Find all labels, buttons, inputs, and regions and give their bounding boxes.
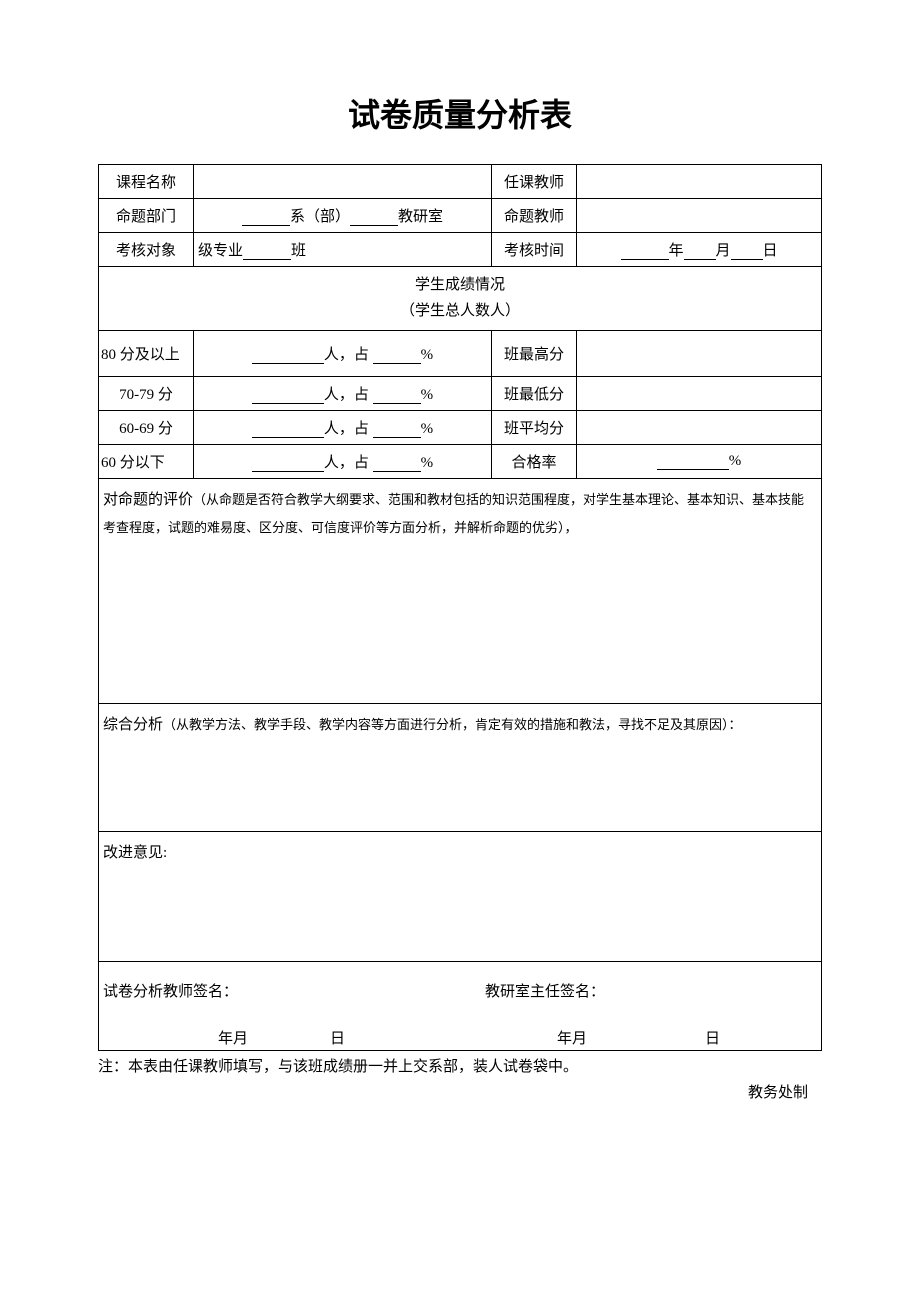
field-pass-rate[interactable]: %	[577, 445, 822, 479]
field-teacher[interactable]	[577, 165, 822, 199]
text-ren-2: 人，占	[324, 421, 369, 437]
text-ren-1: 人，占	[324, 387, 369, 403]
text-pct-0: %	[421, 347, 434, 363]
section-header-scores: 学生成绩情况 （学生总人数人）	[99, 267, 822, 331]
text-ym-right: 年月	[557, 1031, 587, 1047]
text-ren-0: 人，占	[324, 347, 369, 363]
text-d-right: 日	[705, 1031, 720, 1047]
page-title: 试卷质量分析表	[98, 90, 822, 136]
text-class: 班	[291, 243, 306, 259]
sign-left-label: 试卷分析教师签名：	[103, 980, 435, 1001]
label-score-70: 70-79 分	[99, 377, 194, 411]
field-avg-score[interactable]	[577, 411, 822, 445]
field-subject[interactable]: 级专业 班	[194, 233, 492, 267]
text-d-left: 日	[330, 1031, 345, 1047]
field-score-70[interactable]: 人，占 %	[194, 377, 492, 411]
eval-heading: 对命题的评价	[103, 492, 193, 508]
text-year: 年	[669, 243, 684, 259]
footnote-attrib: 教务处制	[98, 1081, 822, 1107]
field-min-score[interactable]	[577, 377, 822, 411]
label-min-score: 班最低分	[492, 377, 577, 411]
field-course-name[interactable]	[194, 165, 492, 199]
label-pass-rate: 合格率	[492, 445, 577, 479]
text-pct-2: %	[421, 421, 434, 437]
label-score-60: 60-69 分	[99, 411, 194, 445]
text-total-suffix: 人）	[490, 303, 520, 319]
text-ren-3: 人，占	[324, 455, 369, 471]
text-jiaoyanshi: 教研室	[398, 209, 443, 225]
footnote: 注：本表由任课教师填写，与该班成绩册一并上交系部，装人试卷袋中。 教务处制	[98, 1055, 822, 1106]
field-exam-time[interactable]: 年月日	[577, 233, 822, 267]
text-score-situation: 学生成绩情况	[415, 277, 505, 293]
label-course-name: 课程名称	[99, 165, 194, 199]
form-table: 课程名称 任课教师 命题部门 系（部） 教研室 命题教师 考核对象 级专业 班 考核…	[98, 164, 822, 1051]
text-total-prefix: （学生总人数	[400, 303, 490, 319]
label-dept: 命题部门	[99, 199, 194, 233]
text-day: 日	[763, 243, 778, 259]
eval-box[interactable]: 对命题的评价（从命题是否符合教学大纲要求、范围和教材包括的知识范围程度，对学生基…	[99, 479, 822, 704]
text-month: 月	[716, 243, 731, 259]
field-max-score[interactable]	[577, 331, 822, 377]
analysis-subtext: （从教学方法、教学手段、教学内容等方面进行分析，肯定有效的措施和教法，寻找不足及…	[163, 717, 742, 732]
field-question-teacher[interactable]	[577, 199, 822, 233]
text-ym-left: 年月	[218, 1031, 248, 1047]
text-xi-bu: 系（部）	[290, 209, 350, 225]
footnote-text: 注：本表由任课教师填写，与该班成绩册一并上交系部，装人试卷袋中。	[98, 1055, 822, 1081]
field-score-80[interactable]: 人，占 %	[194, 331, 492, 377]
field-score-60[interactable]: 人，占 %	[194, 411, 492, 445]
eval-subtext: （从命题是否符合教学大纲要求、范围和教材包括的知识范围程度，对学生基本理论、基本…	[103, 492, 804, 535]
label-exam-time: 考核时间	[492, 233, 577, 267]
field-score-below60[interactable]: 人，占 %	[194, 445, 492, 479]
label-subject: 考核对象	[99, 233, 194, 267]
text-pct-3: %	[421, 455, 434, 471]
field-dept[interactable]: 系（部） 教研室	[194, 199, 492, 233]
analysis-heading: 综合分析	[103, 717, 163, 733]
label-score-below60: 60 分以下	[99, 445, 194, 479]
improve-heading: 改进意见:	[103, 845, 167, 861]
label-max-score: 班最高分	[492, 331, 577, 377]
sign-date-right[interactable]: 年月 日	[460, 1027, 817, 1048]
label-teacher: 任课教师	[492, 165, 577, 199]
text-pct-1: %	[421, 387, 434, 403]
analysis-box[interactable]: 综合分析（从教学方法、教学手段、教学内容等方面进行分析，肯定有效的措施和教法，寻…	[99, 704, 822, 832]
label-score-80: 80 分及以上	[99, 331, 194, 377]
signature-box: 试卷分析教师签名： 教研室主任签名： 年月 日 年月 日	[99, 962, 822, 1051]
label-avg-score: 班平均分	[492, 411, 577, 445]
text-pass-pct: %	[729, 453, 742, 469]
sign-right-label: 教研室主任签名：	[435, 980, 817, 1001]
improve-box[interactable]: 改进意见:	[99, 832, 822, 962]
sign-date-left[interactable]: 年月 日	[103, 1027, 460, 1048]
label-question-teacher: 命题教师	[492, 199, 577, 233]
text-grade-major: 级专业	[198, 243, 243, 259]
